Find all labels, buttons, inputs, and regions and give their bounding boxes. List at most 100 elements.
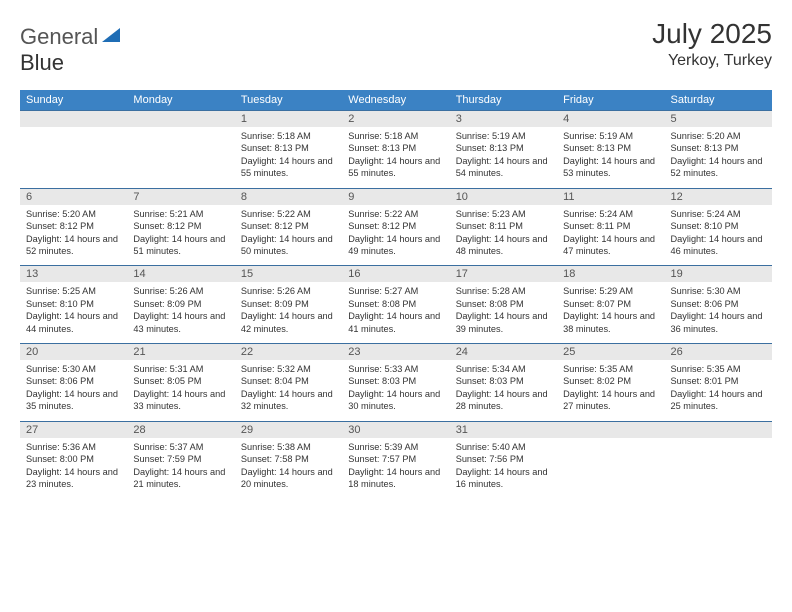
day-number: 8 — [235, 189, 342, 205]
day-detail: Sunrise: 5:19 AMSunset: 8:13 PMDaylight:… — [450, 127, 557, 188]
day-cell: 28Sunrise: 5:37 AMSunset: 7:59 PMDayligh… — [127, 421, 234, 498]
month-title: July 2025 — [652, 18, 772, 50]
day-cell: 18Sunrise: 5:29 AMSunset: 8:07 PMDayligh… — [557, 266, 664, 344]
day-detail: Sunrise: 5:21 AMSunset: 8:12 PMDaylight:… — [127, 205, 234, 266]
day-cell: 25Sunrise: 5:35 AMSunset: 8:02 PMDayligh… — [557, 344, 664, 422]
day-number: 17 — [450, 266, 557, 282]
weekday-header-row: Sunday Monday Tuesday Wednesday Thursday… — [20, 90, 772, 111]
day-detail: Sunrise: 5:25 AMSunset: 8:10 PMDaylight:… — [20, 282, 127, 343]
day-number: 31 — [450, 422, 557, 438]
day-number: 9 — [342, 189, 449, 205]
day-cell: 21Sunrise: 5:31 AMSunset: 8:05 PMDayligh… — [127, 344, 234, 422]
day-number: 12 — [665, 189, 772, 205]
day-number: 16 — [342, 266, 449, 282]
day-detail: Sunrise: 5:40 AMSunset: 7:56 PMDaylight:… — [450, 438, 557, 499]
title-block: July 2025 Yerkoy, Turkey — [652, 18, 772, 70]
day-number: 13 — [20, 266, 127, 282]
day-cell: 7Sunrise: 5:21 AMSunset: 8:12 PMDaylight… — [127, 188, 234, 266]
day-number: 22 — [235, 344, 342, 360]
day-cell: 1Sunrise: 5:18 AMSunset: 8:13 PMDaylight… — [235, 111, 342, 189]
day-detail: Sunrise: 5:27 AMSunset: 8:08 PMDaylight:… — [342, 282, 449, 343]
brand-part2: Blue — [20, 50, 64, 75]
location-text: Yerkoy, Turkey — [652, 52, 772, 70]
day-cell: 27Sunrise: 5:36 AMSunset: 8:00 PMDayligh… — [20, 421, 127, 498]
day-cell: 20Sunrise: 5:30 AMSunset: 8:06 PMDayligh… — [20, 344, 127, 422]
brand-part1: General — [20, 24, 98, 49]
day-detail: Sunrise: 5:18 AMSunset: 8:13 PMDaylight:… — [342, 127, 449, 188]
day-detail — [557, 438, 664, 486]
day-number: 10 — [450, 189, 557, 205]
day-detail: Sunrise: 5:37 AMSunset: 7:59 PMDaylight:… — [127, 438, 234, 499]
calendar-body: 1Sunrise: 5:18 AMSunset: 8:13 PMDaylight… — [20, 111, 772, 499]
day-cell: 12Sunrise: 5:24 AMSunset: 8:10 PMDayligh… — [665, 188, 772, 266]
day-detail: Sunrise: 5:38 AMSunset: 7:58 PMDaylight:… — [235, 438, 342, 499]
week-row: 6Sunrise: 5:20 AMSunset: 8:12 PMDaylight… — [20, 188, 772, 266]
day-detail: Sunrise: 5:26 AMSunset: 8:09 PMDaylight:… — [235, 282, 342, 343]
day-number — [557, 422, 664, 438]
day-cell: 8Sunrise: 5:22 AMSunset: 8:12 PMDaylight… — [235, 188, 342, 266]
week-row: 27Sunrise: 5:36 AMSunset: 8:00 PMDayligh… — [20, 421, 772, 498]
day-number: 25 — [557, 344, 664, 360]
day-number: 3 — [450, 111, 557, 127]
day-number: 1 — [235, 111, 342, 127]
day-number — [665, 422, 772, 438]
day-cell: 10Sunrise: 5:23 AMSunset: 8:11 PMDayligh… — [450, 188, 557, 266]
day-number: 21 — [127, 344, 234, 360]
week-row: 1Sunrise: 5:18 AMSunset: 8:13 PMDaylight… — [20, 111, 772, 189]
day-number: 19 — [665, 266, 772, 282]
day-number: 2 — [342, 111, 449, 127]
weekday-header: Wednesday — [342, 90, 449, 111]
day-cell: 13Sunrise: 5:25 AMSunset: 8:10 PMDayligh… — [20, 266, 127, 344]
day-number: 29 — [235, 422, 342, 438]
brand-logo: General Blue — [20, 18, 122, 76]
day-cell: 26Sunrise: 5:35 AMSunset: 8:01 PMDayligh… — [665, 344, 772, 422]
day-detail: Sunrise: 5:30 AMSunset: 8:06 PMDaylight:… — [20, 360, 127, 421]
day-detail: Sunrise: 5:35 AMSunset: 8:02 PMDaylight:… — [557, 360, 664, 421]
day-detail: Sunrise: 5:39 AMSunset: 7:57 PMDaylight:… — [342, 438, 449, 499]
brand-text: General Blue — [20, 24, 122, 76]
weekday-header: Sunday — [20, 90, 127, 111]
day-number: 23 — [342, 344, 449, 360]
day-cell: 29Sunrise: 5:38 AMSunset: 7:58 PMDayligh… — [235, 421, 342, 498]
day-cell — [20, 111, 127, 189]
sail-icon — [100, 24, 122, 42]
day-detail: Sunrise: 5:28 AMSunset: 8:08 PMDaylight:… — [450, 282, 557, 343]
day-detail: Sunrise: 5:34 AMSunset: 8:03 PMDaylight:… — [450, 360, 557, 421]
day-cell — [127, 111, 234, 189]
day-cell: 30Sunrise: 5:39 AMSunset: 7:57 PMDayligh… — [342, 421, 449, 498]
page-header: General Blue July 2025 Yerkoy, Turkey — [20, 18, 772, 76]
day-detail: Sunrise: 5:29 AMSunset: 8:07 PMDaylight:… — [557, 282, 664, 343]
day-detail: Sunrise: 5:23 AMSunset: 8:11 PMDaylight:… — [450, 205, 557, 266]
day-cell — [665, 421, 772, 498]
day-cell: 15Sunrise: 5:26 AMSunset: 8:09 PMDayligh… — [235, 266, 342, 344]
day-number: 11 — [557, 189, 664, 205]
day-number: 27 — [20, 422, 127, 438]
day-cell — [557, 421, 664, 498]
day-detail: Sunrise: 5:36 AMSunset: 8:00 PMDaylight:… — [20, 438, 127, 499]
weekday-header: Saturday — [665, 90, 772, 111]
day-detail — [127, 127, 234, 175]
day-number: 20 — [20, 344, 127, 360]
day-detail: Sunrise: 5:18 AMSunset: 8:13 PMDaylight:… — [235, 127, 342, 188]
day-detail: Sunrise: 5:30 AMSunset: 8:06 PMDaylight:… — [665, 282, 772, 343]
weekday-header: Thursday — [450, 90, 557, 111]
day-number: 18 — [557, 266, 664, 282]
day-detail: Sunrise: 5:35 AMSunset: 8:01 PMDaylight:… — [665, 360, 772, 421]
day-number: 30 — [342, 422, 449, 438]
day-cell: 14Sunrise: 5:26 AMSunset: 8:09 PMDayligh… — [127, 266, 234, 344]
day-detail — [665, 438, 772, 486]
day-detail: Sunrise: 5:22 AMSunset: 8:12 PMDaylight:… — [342, 205, 449, 266]
day-detail: Sunrise: 5:19 AMSunset: 8:13 PMDaylight:… — [557, 127, 664, 188]
day-number: 14 — [127, 266, 234, 282]
weekday-header: Monday — [127, 90, 234, 111]
day-cell: 22Sunrise: 5:32 AMSunset: 8:04 PMDayligh… — [235, 344, 342, 422]
day-detail: Sunrise: 5:26 AMSunset: 8:09 PMDaylight:… — [127, 282, 234, 343]
day-number: 5 — [665, 111, 772, 127]
day-number: 7 — [127, 189, 234, 205]
day-number: 6 — [20, 189, 127, 205]
day-number: 28 — [127, 422, 234, 438]
day-detail: Sunrise: 5:31 AMSunset: 8:05 PMDaylight:… — [127, 360, 234, 421]
day-detail — [20, 127, 127, 175]
day-number: 15 — [235, 266, 342, 282]
day-detail: Sunrise: 5:32 AMSunset: 8:04 PMDaylight:… — [235, 360, 342, 421]
